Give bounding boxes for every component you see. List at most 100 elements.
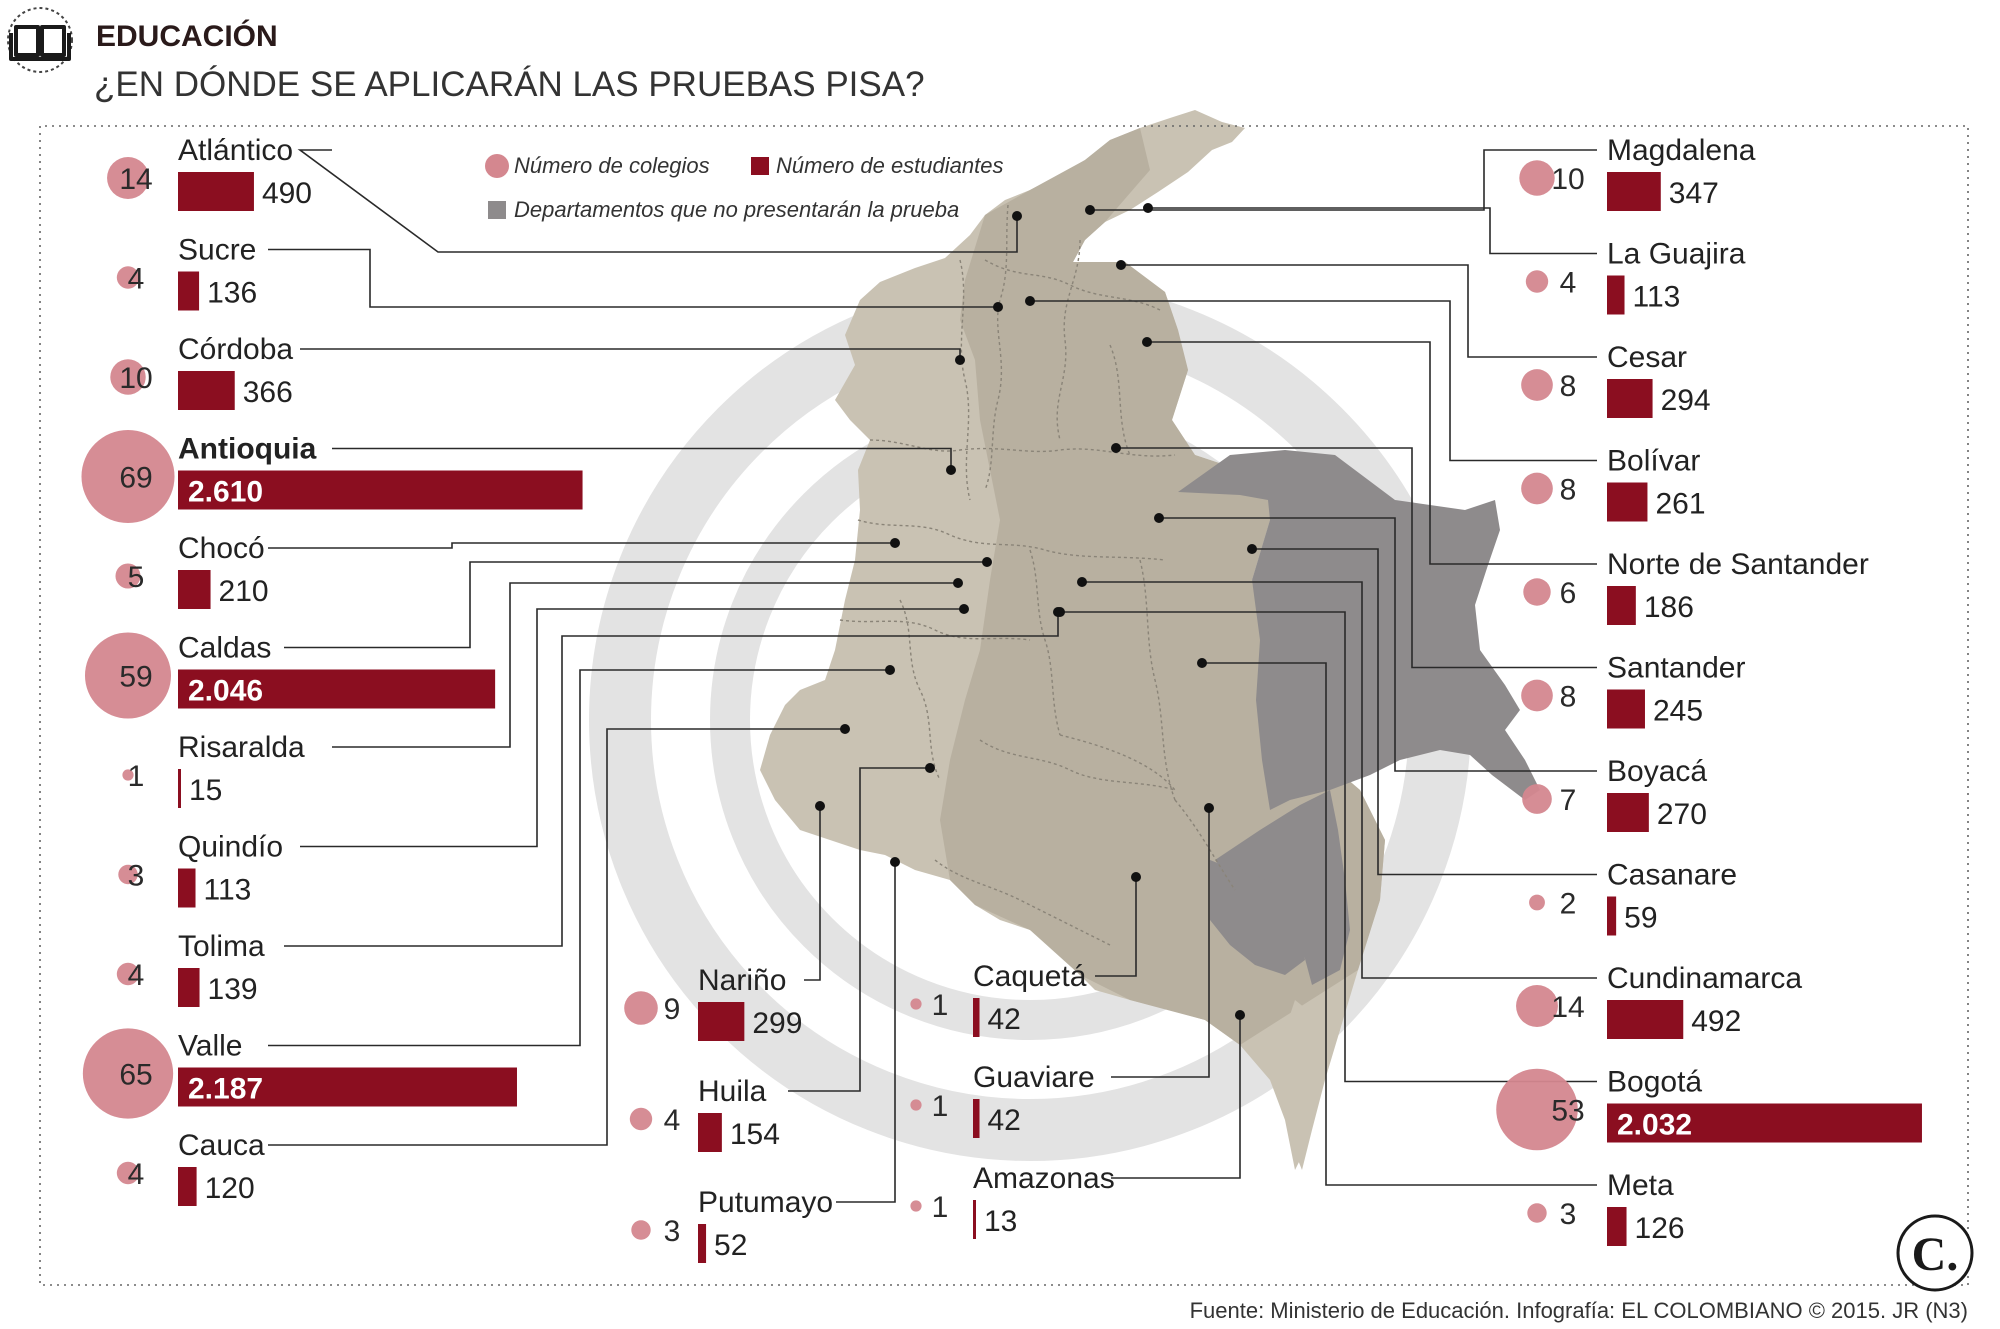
schools-value-cundinamarca: 14 [1551,991,1584,1024]
map-central-shade [940,128,1385,1045]
leader-line-huila [788,767,930,1092]
leader-line-atlantico [297,149,1018,253]
students-bar-valle [178,1067,517,1107]
leader-line-antioquia [332,447,952,470]
department-narino: 9 Nariño 299 [624,964,802,1041]
leader-line-bolivar [1030,300,1597,462]
map-anchor-choco [890,538,900,548]
schools-value-caqueta: 1 [932,989,949,1022]
schools-bubble-la-guajira [1525,270,1549,293]
schools-bubble-risaralda [122,769,134,781]
map-anchor-norte-de-santander [1142,337,1152,347]
legend-schools-swatch [485,154,509,178]
map-excluded-southeast [1215,790,1350,985]
students-bar-casanare [1607,896,1617,936]
students-bar-boyaca [1607,793,1649,832]
schools-value-norte-de-santander: 6 [1560,577,1577,610]
department-name-la-guajira: La Guajira [1607,238,1746,271]
schools-value-cesar: 8 [1560,370,1577,403]
department-name-cundinamarca: Cundinamarca [1607,962,1802,995]
schools-bubble-narino [624,991,658,1025]
schools-bubble-antioquia [81,429,175,524]
map-excluded-east [1178,450,1540,810]
schools-bubble-sucre [116,266,140,289]
map-anchor-boyaca [1154,513,1164,523]
students-bar-cordoba [178,371,235,410]
department-name-guaviare: Guaviare [973,1061,1095,1094]
schools-bubble-quindio [118,864,138,885]
students-bar-cesar [1607,379,1653,418]
leader-line-narino [804,806,821,981]
students-value-cesar: 294 [1661,384,1711,417]
map-anchor-meta [1197,658,1207,668]
leader-line-sucre [268,248,998,308]
department-name-bogota: Bogotá [1607,1066,1702,1099]
students-bar-caqueta [973,998,980,1037]
department-name-antioquia: Antioquia [178,433,317,466]
department-norte-de-santander: 6 Norte de Santander 186 [1523,548,1869,625]
department-name-norte-de-santander: Norte de Santander [1607,548,1869,581]
department-santander: 8 Santander 245 [1521,652,1745,729]
source-credit: Fuente: Ministerio de Educación. Infogra… [1190,1298,1968,1323]
students-bar-la-guajira [1607,275,1625,315]
department-atlantico: 14 Atlántico 490 [107,134,312,211]
schools-bubble-putumayo [631,1220,651,1240]
schools-bubble-casanare [1529,894,1545,911]
schools-value-boyaca: 7 [1560,784,1577,817]
schools-value-casanare: 2 [1560,888,1577,921]
schools-bubble-caldas [84,632,172,719]
department-name-bolivar: Bolívar [1607,445,1700,478]
map-department-borders [839,204,1236,946]
map-anchor-cesar [1116,260,1126,270]
map-anchor-la-guajira [1143,203,1153,213]
department-risaralda: 1 Risaralda 15 [122,731,305,808]
leader-line-santander [1116,447,1597,669]
schools-value-meta: 3 [1560,1198,1577,1231]
students-bar-risaralda [178,769,181,808]
students-bar-quindio [178,868,196,908]
students-bar-santander [1607,689,1645,729]
schools-value-huila: 4 [664,1104,681,1137]
frame-dotted-border [39,125,1969,1286]
students-value-choco: 210 [219,575,269,608]
department-sucre: 4 Sucre 136 [116,234,257,311]
department-name-boyaca: Boyacá [1607,755,1707,788]
department-cordoba: 10 Córdoba 366 [110,333,293,410]
students-value-norte-de-santander: 186 [1644,591,1694,624]
department-name-narino: Nariño [698,964,786,997]
students-value-narino: 299 [752,1007,802,1040]
leader-lines [268,149,1597,1203]
schools-value-guaviare: 1 [932,1090,949,1123]
leader-line-bogota [1060,611,1597,1083]
map-anchor-magdalena [1085,205,1095,215]
schools-value-la-guajira: 4 [1560,267,1577,300]
students-bar-bogota [1607,1103,1922,1143]
map-anchor-caqueta [1131,872,1141,882]
department-magdalena: 10 Magdalena 347 [1519,134,1756,211]
department-name-tolima: Tolima [178,930,265,963]
map-anchor-atlantico [1012,211,1022,221]
department-cundinamarca: 14 Cundinamarca 492 [1516,962,1802,1039]
students-bar-narino [698,1002,745,1041]
department-bogota: 53 Bogotá 2.032 [1496,1066,1922,1151]
department-valle: 65 Valle 2.187 [82,1028,517,1119]
department-name-caqueta: Caquetá [973,960,1087,993]
students-value-putumayo: 52 [714,1229,747,1262]
students-value-santander: 245 [1653,695,1703,728]
schools-value-risaralda: 1 [128,760,145,793]
students-bar-norte-de-santander [1607,586,1636,625]
leader-line-putumayo [836,862,896,1203]
department-name-sucre: Sucre [178,234,256,267]
schools-value-cauca: 4 [128,1158,145,1191]
department-name-meta: Meta [1607,1169,1674,1202]
map-anchor-bolivar [1025,296,1035,306]
footer: Fuente: Ministerio de Educación. Infogra… [1190,1214,1974,1323]
department-putumayo: 3 Putumayo 52 [631,1186,833,1263]
map-amazon-tail [1275,1000,1340,1170]
map-anchor-amazonas [1235,1010,1245,1020]
department-name-atlantico: Atlántico [178,134,293,167]
students-bar-choco [178,570,211,609]
schools-value-tolima: 4 [128,959,145,992]
map-anchor-casanare [1247,544,1257,554]
students-bar-cundinamarca [1607,1000,1684,1039]
